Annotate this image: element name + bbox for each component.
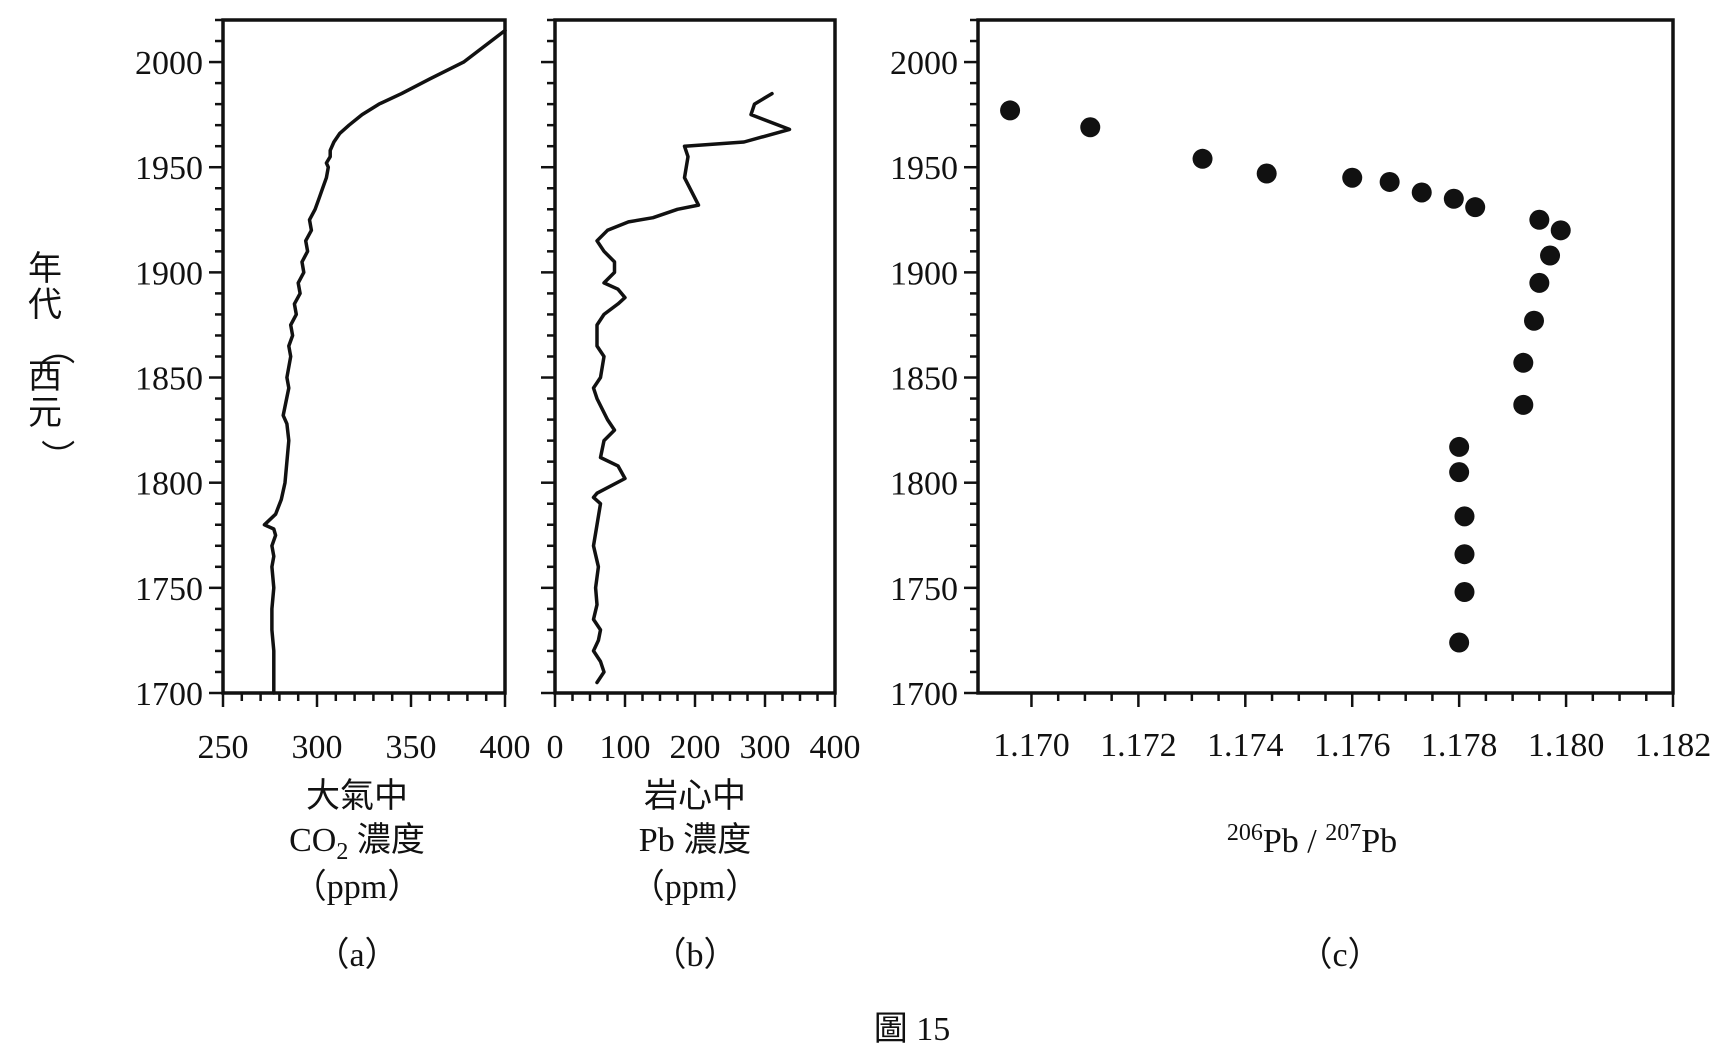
panel-a-xlabel-line2: CO2 濃度	[289, 821, 425, 865]
y-tick-label-1950: 1950	[890, 150, 958, 187]
co2-suffix: 濃度	[348, 821, 425, 859]
y-axis-label: 年代 （西元 ）	[28, 250, 75, 473]
y-tick-label-1900: 1900	[135, 255, 203, 292]
panel-c-frame	[976, 18, 1675, 695]
panel-b-xlabel-line3: （ppm）	[631, 868, 759, 906]
data-point	[1443, 188, 1464, 209]
panel-b-y-ticks	[541, 18, 555, 695]
panel-a-xlabel-line1: 大氣中	[306, 777, 408, 815]
pb-concentration-line	[591, 91, 792, 685]
panel-a-x-ticks: 250 300 350 400	[198, 693, 531, 766]
data-point	[1449, 436, 1470, 457]
data-point	[1411, 182, 1432, 203]
panel-b-caption: （b）	[653, 936, 738, 974]
panel-b-xlabel-line2: Pb 濃度	[639, 821, 751, 859]
data-point	[1454, 582, 1475, 603]
data-point	[1080, 117, 1101, 138]
x-tick-label-250: 250	[198, 729, 249, 766]
panel-c-x-ticks: 1.170 1.172 1.174 1.176 1.178 1.180 1.182	[993, 693, 1711, 764]
x-tick-label-1.180: 1.180	[1528, 727, 1605, 764]
x-tick-label-1.176: 1.176	[1314, 727, 1391, 764]
co2-prefix: CO	[289, 822, 336, 859]
x-tick-label-400: 400	[480, 729, 531, 766]
panel-c-caption: （c）	[1298, 936, 1381, 974]
data-point	[1513, 352, 1534, 373]
y-axis-label-char: 西	[28, 359, 62, 396]
x-tick-label-300: 300	[292, 729, 343, 766]
panel-a-co2: 1700 1750 1800 1850 1900 1950 2000 250 300 350 40…	[135, 18, 531, 974]
data-point	[1000, 100, 1021, 121]
data-point	[1449, 462, 1470, 483]
y-tick-label-1950: 1950	[135, 150, 203, 187]
y-tick-label-1750: 1750	[135, 571, 203, 608]
data-point	[1529, 209, 1550, 230]
co2-subscript: 2	[336, 839, 348, 865]
y-tick-label-1850: 1850	[890, 361, 958, 398]
panel-c-y-ticks: 1700 1750 1800 1850 1900 1950 2000	[890, 18, 978, 713]
y-tick-label-1850: 1850	[135, 361, 203, 398]
data-point	[1342, 167, 1363, 188]
pb207-superscript: 207	[1325, 820, 1361, 846]
pb206-base: Pb /	[1263, 823, 1325, 860]
y-tick-label-2000: 2000	[135, 45, 203, 82]
y-tick-label-1900: 1900	[890, 255, 958, 292]
x-tick-label-1.178: 1.178	[1421, 727, 1498, 764]
data-point	[1192, 148, 1213, 169]
data-point	[1256, 163, 1277, 184]
figure-caption: 圖 15	[874, 1011, 951, 1048]
data-point	[1524, 310, 1544, 331]
y-tick-label-1800: 1800	[890, 466, 958, 503]
co2-concentration-line	[262, 28, 507, 695]
x-tick-label-200: 200	[670, 729, 721, 766]
y-axis-label-char: （	[37, 331, 75, 365]
data-point	[1454, 506, 1475, 527]
panel-a-xlabel-line3: （ppm）	[293, 868, 421, 906]
panel-b-xlabel-line1: 岩心中	[644, 777, 746, 815]
panel-a-y-ticks: 1700 1750 1800 1850 1900 1950 2000	[135, 18, 223, 713]
panel-b-x-ticks: 0 100 200 300 400	[547, 693, 861, 766]
data-point	[1540, 245, 1561, 266]
x-tick-label-1.182: 1.182	[1635, 727, 1712, 764]
data-point	[1550, 220, 1571, 241]
pb207-base: Pb	[1361, 823, 1397, 860]
x-tick-label-0: 0	[547, 729, 564, 766]
data-point	[1513, 394, 1534, 415]
pb206-superscript: 206	[1227, 820, 1263, 846]
y-tick-label-1750: 1750	[890, 571, 958, 608]
x-tick-label-1.170: 1.170	[993, 727, 1070, 764]
panel-a-caption: （a）	[315, 936, 398, 974]
y-axis-label-char: 年	[28, 250, 62, 288]
data-point	[1454, 544, 1475, 565]
data-point	[1465, 197, 1486, 218]
panel-c-xlabel: 206Pb / 207Pb	[1227, 820, 1397, 860]
y-tick-label-1700: 1700	[890, 676, 958, 713]
x-tick-label-350: 350	[386, 729, 437, 766]
data-point	[1529, 272, 1550, 293]
y-axis-label-char: ）	[37, 439, 75, 473]
x-tick-label-1.174: 1.174	[1207, 727, 1284, 764]
y-tick-label-1800: 1800	[135, 466, 203, 503]
x-tick-label-100: 100	[600, 729, 651, 766]
x-tick-label-400: 400	[810, 729, 861, 766]
y-tick-label-2000: 2000	[890, 45, 958, 82]
x-tick-label-1.172: 1.172	[1100, 727, 1177, 764]
panel-a-frame	[221, 18, 507, 695]
x-tick-label-300: 300	[740, 729, 791, 766]
data-point	[1379, 171, 1400, 192]
data-point	[1449, 632, 1470, 653]
panel-b-pb: 0 100 200 300 400 岩心中 Pb 濃度 （ppm） （b）	[541, 18, 861, 974]
y-axis-label-char: 元	[28, 395, 62, 432]
isotope-ratio-points	[1000, 100, 1571, 653]
y-tick-label-1700: 1700	[135, 676, 203, 713]
y-axis-label-char: 代	[28, 287, 62, 324]
